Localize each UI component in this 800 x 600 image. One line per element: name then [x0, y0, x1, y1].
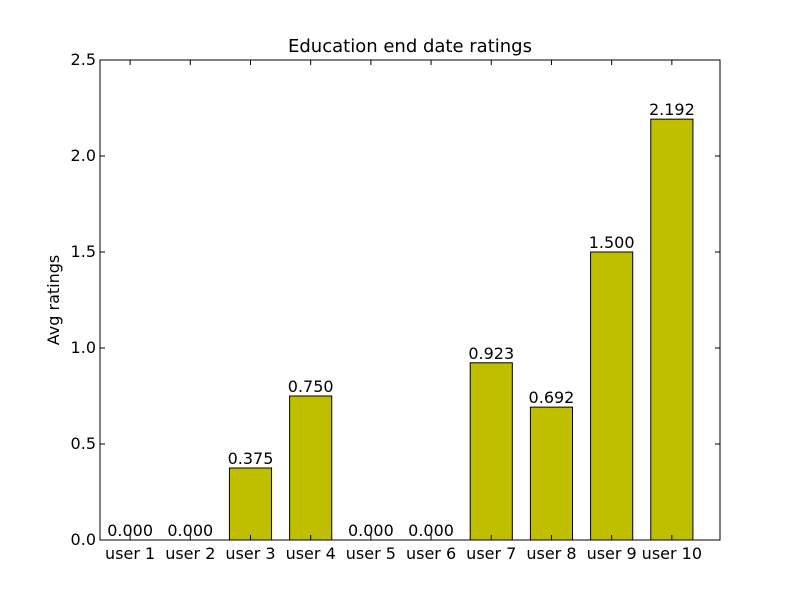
x-tick-label: user 9: [587, 544, 637, 563]
y-tick-label: 2.0: [71, 146, 96, 165]
bar: [469, 362, 513, 541]
bar: [228, 467, 273, 541]
y-tick-label: 1.0: [71, 338, 96, 357]
data-label: 0.000: [408, 521, 454, 540]
bar: [529, 406, 574, 541]
data-label: 0.692: [529, 388, 575, 407]
bar: [289, 395, 333, 541]
x-tick-label: user 6: [406, 544, 456, 563]
data-label: 2.192: [649, 100, 695, 119]
x-tick-label: user 7: [466, 544, 516, 563]
y-axis-label: Avg ratings: [44, 255, 63, 345]
y-tick-label: 0.0: [71, 530, 96, 549]
y-tick-label: 2.5: [71, 50, 96, 69]
data-label: 0.000: [107, 521, 153, 540]
chart-title: Education end date ratings: [288, 36, 532, 57]
bar: [590, 251, 634, 541]
bars-group: [228, 118, 694, 541]
data-label: 0.750: [288, 377, 334, 396]
data-label: 1.500: [589, 233, 635, 252]
x-tick-label: user 5: [346, 544, 396, 563]
labels-group: 0.000 user 1 0.000 user 2 0.375 user 3 0.750 us…: [71, 50, 702, 563]
plot-frame: [99, 59, 721, 541]
x-tick-label: user 1: [105, 544, 155, 563]
x-tick-label: user 2: [165, 544, 215, 563]
data-label: 0.000: [348, 521, 394, 540]
data-label: 0.000: [167, 521, 213, 540]
bar: [650, 118, 694, 541]
y-tick-label: 1.5: [71, 242, 96, 261]
x-tick-label: user 8: [526, 544, 576, 563]
ticks-group: [100, 59, 720, 541]
y-tick-label: 0.5: [71, 434, 96, 453]
x-tick-label: user 4: [286, 544, 336, 563]
data-label: 0.923: [468, 344, 514, 363]
x-tick-label: user 3: [225, 544, 275, 563]
x-tick-label: user 10: [642, 544, 702, 563]
data-label: 0.375: [228, 449, 274, 468]
